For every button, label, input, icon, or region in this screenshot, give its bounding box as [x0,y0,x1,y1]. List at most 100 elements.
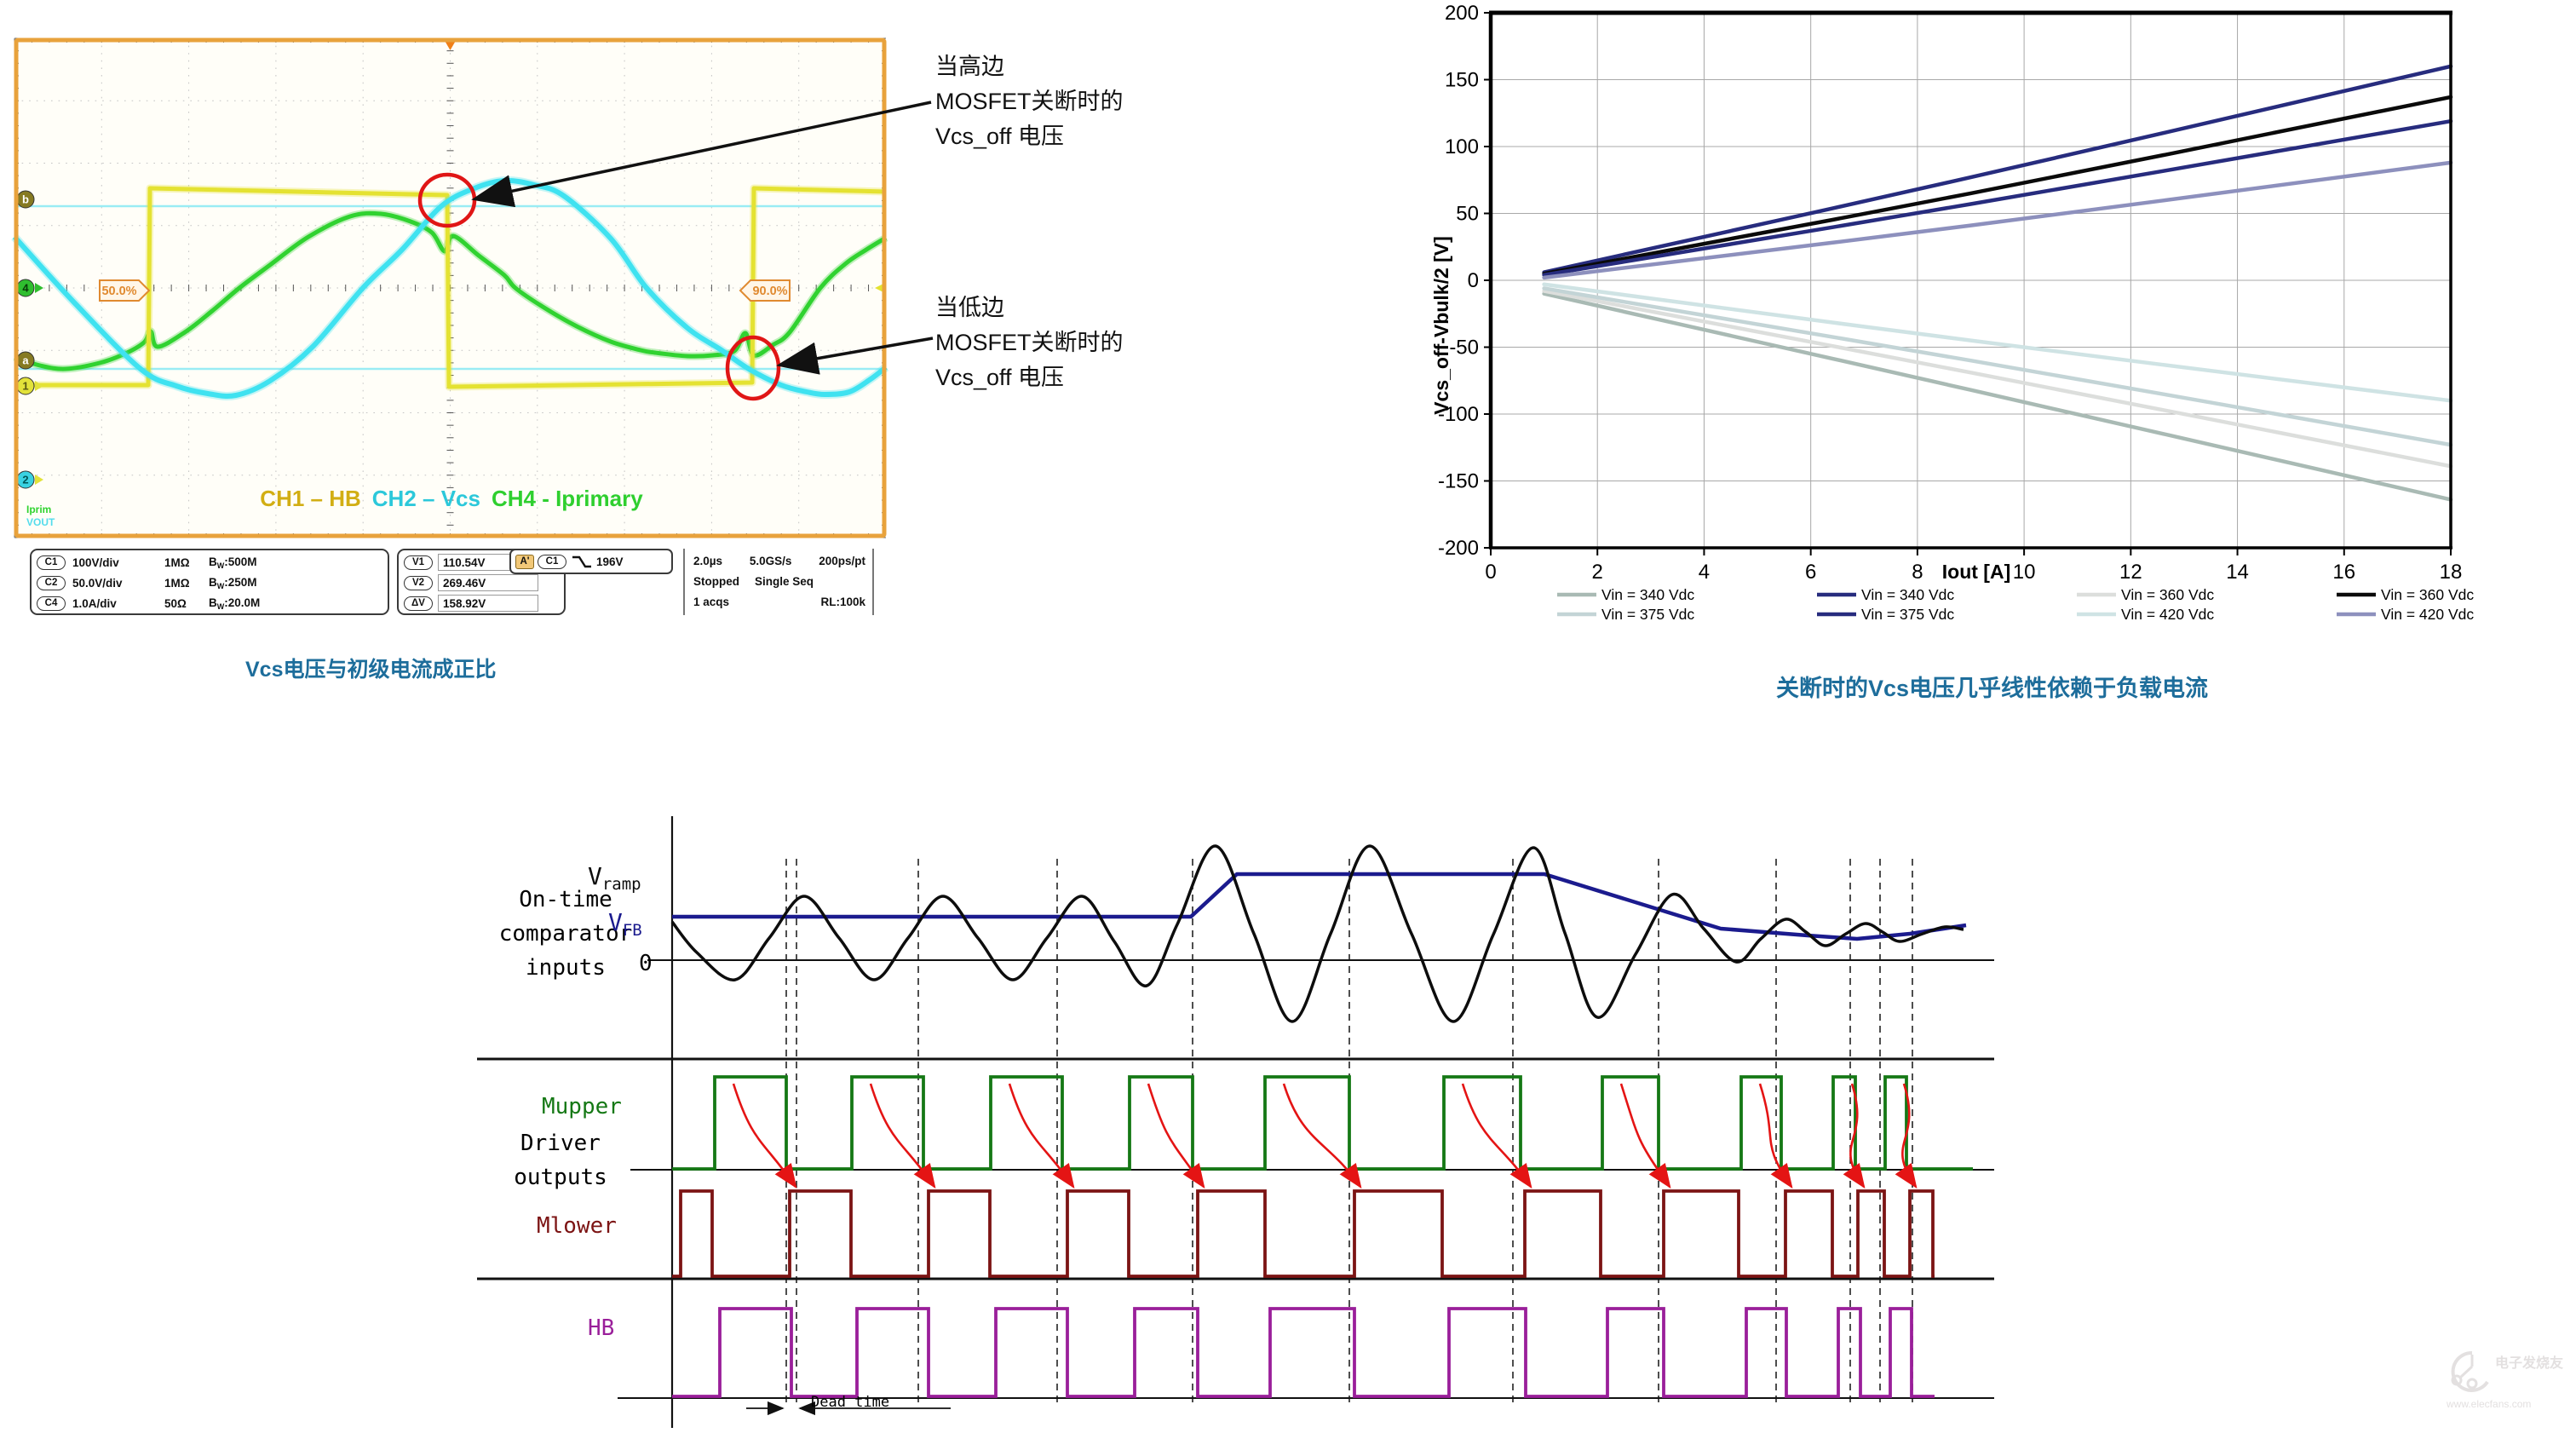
marker-label: 1 [22,380,28,393]
switching-arrow [1758,1083,1793,1189]
marker-label: 4 [22,282,29,295]
deadtime-label: Dead time [811,1394,890,1411]
timing-diagram [477,816,1994,1428]
timing-row1-label: On-time comparator inputs [498,887,633,981]
x-tick-label: 14 [2226,561,2249,584]
marker-arrow-icon [35,475,43,485]
y-tick-label: 50 [1456,203,1479,226]
legend-label: Vin = 420 Vdc [2121,606,2214,623]
mupper-wave [672,1075,1973,1171]
oscilloscope-screenshot: b 4 a 1 2 50.0% 90.0% CH1 – HB CH2 – Vcs CH4 - … [11,37,889,538]
scope-channel-settings-box: C1 100V/div 1MΩ BW:500M C2 50.0V/div 1MΩ BW:250… [30,549,389,615]
trigger-source-chip: C1 [538,554,566,569]
scope-trigger-box: A' C1 196V [509,549,673,574]
annotation-high-side: 当高边 MOSFET关断时的 Vcs_off 电压 [935,54,1124,149]
watermark-title: 电子发烧友 [2495,1356,2564,1371]
chart-series-1 [1542,95,2453,276]
trigger-level: 196V [596,555,624,568]
legend-label: Vin = 340 Vdc [1601,586,1694,603]
chart-series-2 [1542,118,2453,277]
y-tick-label: -50 [1449,337,1479,360]
mupper-label: Mupper [542,1094,622,1119]
vcs-off-vs-iout-chart: 0 2 4 6 8 10 12 14 16 18 200 150 100 50 0 -50 -100 -150 -2… [1430,2,2474,623]
vfb-label: VFB [608,908,642,940]
cursor-readout-row: V2 269.46V [399,573,564,593]
switching-arrow [1147,1083,1205,1189]
scope-timebase-box: 2.0µs 5.0GS/s 200ps/pt Stopped Single Seq 1 a… [683,549,874,615]
x-tick-label: 8 [1912,561,1923,584]
mlower-wave [672,1189,1935,1278]
y-axis-title: Vcs_off-Vbulk/2 [V] [1430,236,1452,415]
scope-cursor-values-box: V1 110.54V V2 269.46V ΔV 158.92V [397,549,566,615]
y-tick-label: 100 [1445,135,1479,158]
y-tick-label: -200 [1438,537,1479,560]
watermark-logo-icon [2451,1350,2489,1392]
x-tick-label: 6 [1805,561,1816,584]
legend-label: Vin = 375 Vdc [1601,606,1694,623]
vramp-main: V [588,862,602,890]
falling-edge-icon [572,555,591,568]
chart-series-6 [1542,286,2453,447]
x-tick-label: 2 [1592,561,1603,584]
channel-readout-row: C1 100V/div 1MΩ BW:500M [32,552,388,573]
x-tick-label: 12 [2119,561,2142,584]
x-tick-label: 18 [2440,561,2463,584]
switching-arrow [1619,1083,1671,1189]
vramp-label: Vramp [588,862,641,894]
scope-channel-legend: CH1 – HB CH2 – Vcs CH4 - Iprimary [260,486,643,511]
x-tick-label: 4 [1699,561,1710,584]
legend-label: Vin = 340 Vdc [1861,586,1954,603]
switching-arrow [732,1083,797,1189]
legend-label: Vin = 360 Vdc [2381,586,2474,603]
marker-label: 2 [22,474,28,486]
vramp-sub: ramp [601,875,641,894]
y-tick-label: 0 [1468,269,1479,292]
trace-hb [14,186,887,389]
legend-label: Vin = 375 Vdc [1861,606,1954,623]
x-tick-label: 16 [2332,561,2355,584]
cursor-readout-row: ΔV 158.92V [399,593,564,613]
switching-arrow [1843,1083,1866,1189]
chart-caption: 关断时的Vcs电压几乎线性依赖于负载电流 [1776,676,2209,701]
watermark-url: www.elecfans.com [2447,1398,2532,1410]
scope-caption: Vcs电压与初级电流成正比 [245,658,497,682]
vramp-wave [670,844,1964,1023]
chart-series-0 [1542,64,2453,274]
trigger-level-tag: 90.0% [739,279,791,302]
legend-label: Vin = 420 Vdc [2381,606,2474,623]
hb-wave [672,1307,1935,1398]
trace-name-label: Iprim [26,504,51,515]
switching-arrow [1461,1083,1532,1189]
y-tick-label: -150 [1438,470,1479,493]
svg-text:50.0%: 50.0% [101,285,136,298]
scope-bezel [14,37,887,538]
marker-label: a [22,354,29,367]
trigger-level-tag: 50.0% [99,279,151,302]
channel-readout-row: C2 50.0V/div 1MΩ BW:250M [32,573,388,593]
x-axis-title: Iout [A] [1942,561,2010,583]
chart-series-5 [1542,289,2453,469]
mlower-label: Mlower [537,1213,617,1239]
switching-arrow [869,1083,936,1189]
y-tick-label: -100 [1438,403,1479,426]
y-tick-label: 150 [1445,69,1479,92]
legend-label: Vin = 360 Vdc [2121,586,2214,603]
timebase-row: Stopped Single Seq [693,574,814,588]
marker-arrow-icon [35,283,43,293]
y-tick-label: 200 [1445,2,1479,25]
x-tick-label: 0 [1485,561,1496,584]
trigger-a-badge: A' [515,554,534,569]
switching-arrow [1895,1083,1918,1189]
vfb-main: V [608,908,623,936]
svg-text:90.0%: 90.0% [752,285,787,298]
watermark: 电子发烧友 www.elecfans.com [2447,1346,2574,1412]
switching-arrow [1008,1083,1075,1189]
timing-row2-label: Driver outputs [514,1131,607,1190]
timebase-row: 1 acqs RL:100k [693,595,865,608]
x-tick-label: 10 [2013,561,2036,584]
chart-series-7 [1542,282,2453,403]
marker-arrow-icon [35,381,43,391]
chart-series-3 [1542,160,2453,280]
hb-label: HB [588,1315,615,1341]
